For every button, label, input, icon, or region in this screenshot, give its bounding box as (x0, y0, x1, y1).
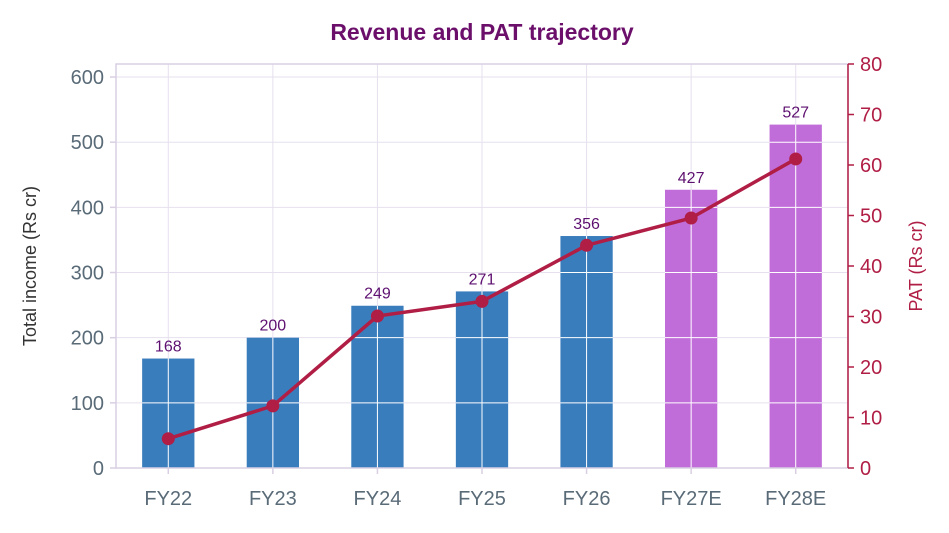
right-y-axis: 0 10 20 30 40 50 60 70 80 (847, 54, 882, 480)
y2-tick-label: 0 (860, 458, 871, 480)
pat-point (161, 432, 175, 446)
bar-data-label: 356 (573, 216, 600, 233)
y2-tick-label: 10 (860, 408, 882, 430)
bar-data-label: 271 (469, 271, 496, 288)
y-tick-label: 600 (71, 67, 104, 89)
x-axis: FY22 FY23 FY24 FY25 FY26 FY27E FY28E (144, 468, 826, 510)
bar-data-labels: 168 200 249 271 356 427 527 (155, 105, 809, 356)
bar-series (142, 124, 822, 468)
pat-point (684, 211, 698, 225)
bar-data-label: 427 (678, 170, 705, 187)
left-y-axis: 0 100 200 300 400 500 600 (71, 67, 116, 480)
y2-tick-label: 30 (860, 307, 882, 329)
pat-point (789, 152, 803, 166)
x-tick-label: FY22 (144, 488, 192, 510)
pat-point (266, 399, 280, 413)
y2-tick-label: 70 (860, 105, 882, 127)
y-tick-label: 100 (71, 393, 104, 415)
x-tick-label: FY26 (563, 488, 611, 510)
bar-data-label: 249 (364, 286, 391, 303)
x-tick-label: FY24 (354, 488, 402, 510)
x-tick-label: FY28E (765, 488, 826, 510)
pat-point (475, 294, 489, 308)
y2-tick-label: 40 (860, 256, 882, 278)
pat-line-series (161, 152, 803, 446)
bar-data-label: 527 (782, 105, 809, 122)
chart-title: Revenue and PAT trajectory (330, 19, 634, 45)
y-tick-label: 200 (71, 328, 104, 350)
y2-tick-label: 80 (860, 54, 882, 76)
pat-point (580, 238, 594, 252)
bar-data-label: 168 (155, 339, 182, 356)
y-tick-label: 0 (93, 458, 104, 480)
bar-data-label: 200 (260, 318, 287, 335)
x-tick-label: FY25 (458, 488, 506, 510)
y2-axis-label: PAT (Rs cr) (906, 221, 926, 312)
pat-point (370, 309, 384, 323)
y-tick-label: 500 (71, 132, 104, 154)
y-tick-label: 400 (71, 197, 104, 219)
x-tick-label: FY23 (249, 488, 297, 510)
y2-tick-label: 60 (860, 155, 882, 177)
y-axis-label: Total income (Rs cr) (20, 186, 40, 346)
x-tick-label: FY27E (661, 488, 722, 510)
y2-tick-label: 50 (860, 206, 882, 228)
y2-tick-label: 20 (860, 357, 882, 379)
y-tick-label: 300 (71, 263, 104, 285)
